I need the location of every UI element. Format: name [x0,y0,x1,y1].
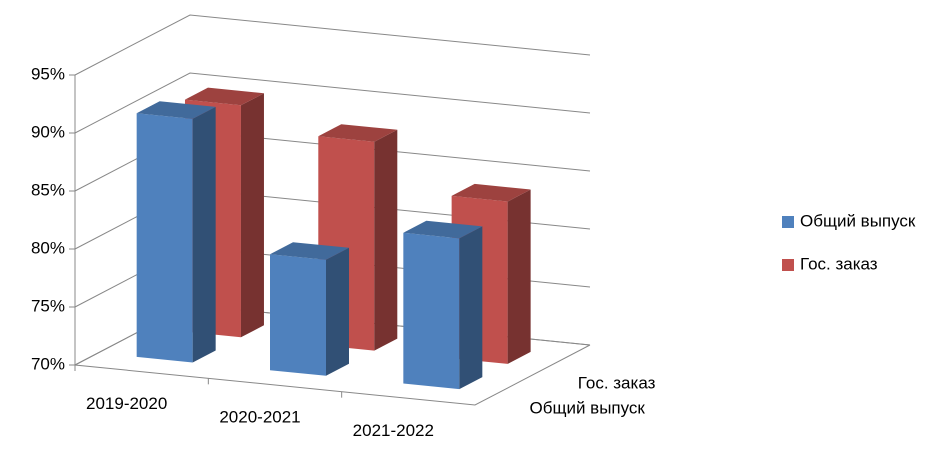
bar-top [451,183,531,202]
y-tick-label: 85% [31,180,65,199]
bar-side [459,226,483,390]
bar-top [403,220,483,239]
depth-tick-label: Гос. заказ [578,373,656,392]
y-tick-label: 90% [31,122,65,141]
bar-side [192,106,216,363]
depth-tick-label: Общий выпуск [530,398,646,417]
bar-top [136,101,216,119]
bar-top [318,124,398,142]
bar-front [270,254,326,376]
x-tick-label: 2019-2020 [86,394,167,413]
bar-front [136,113,193,363]
bar [403,220,483,390]
legend-swatch [782,259,794,271]
bar-top [184,87,264,106]
bar-side [374,129,398,351]
x-tick-label: 2020-2021 [219,407,300,426]
axis-line [74,75,591,406]
legend-swatch [782,216,794,228]
bar [136,101,216,363]
grid-line [74,14,591,76]
legend-label: Гос. заказ [800,254,878,273]
bar-front [403,232,460,390]
grid-line [74,72,591,134]
bar-side [240,93,264,338]
bar [318,124,398,351]
y-tick-label: 80% [31,238,65,257]
bar-side [326,247,349,376]
bar [270,242,349,376]
y-tick-label: 75% [31,296,65,315]
bar-top [270,242,349,260]
legend-label: Общий выпуск [800,211,916,230]
y-tick-label: 95% [31,64,65,83]
bar-side [507,189,531,364]
y-tick-label: 70% [31,354,65,373]
x-tick-label: 2021-2022 [353,421,434,440]
